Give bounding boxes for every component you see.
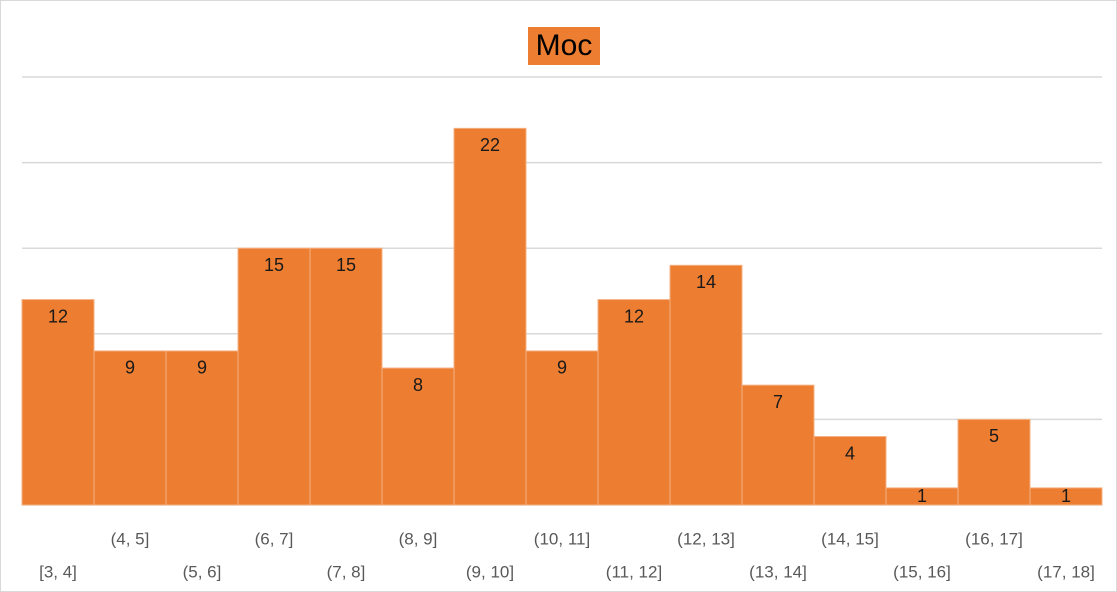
- x-tick-label: (4, 5]: [111, 529, 150, 548]
- data-label: 1: [917, 486, 927, 506]
- bar: [1029, 487, 1103, 506]
- x-tick-label: (11, 12]: [606, 562, 662, 581]
- bar: [453, 127, 527, 506]
- data-label: 9: [197, 358, 207, 378]
- x-tick-label: [3, 4]: [39, 562, 77, 581]
- data-label: 12: [48, 306, 68, 326]
- data-label: 7: [773, 392, 783, 412]
- bar: [813, 436, 887, 506]
- x-tick-label: (17, 18]: [1037, 562, 1095, 581]
- bar: [237, 247, 311, 506]
- x-tick-label: (12, 13]: [677, 529, 735, 548]
- data-label: 4: [845, 443, 855, 463]
- x-tick-label: (9, 10]: [466, 562, 514, 581]
- chart-title: Moc: [536, 29, 593, 62]
- data-label: 12: [624, 306, 644, 326]
- bar: [309, 247, 383, 506]
- bar: [957, 418, 1031, 506]
- x-tick-label: (5, 6]: [183, 562, 222, 581]
- x-tick-label: (13, 14]: [749, 562, 807, 581]
- bar: [597, 299, 671, 506]
- data-label: 22: [480, 135, 500, 155]
- data-label: 15: [264, 255, 284, 275]
- data-label: 9: [557, 358, 567, 378]
- x-tick-label: (8, 9]: [399, 529, 438, 548]
- bar: [741, 384, 815, 506]
- title-background: [528, 27, 600, 65]
- data-label: 15: [336, 255, 356, 275]
- x-tick-label: (6, 7]: [255, 529, 294, 548]
- x-tick-label: (16, 17]: [965, 529, 1023, 548]
- data-label: 5: [989, 426, 999, 446]
- bar: [381, 367, 455, 506]
- data-label: 1: [1061, 486, 1071, 506]
- bar: [669, 264, 743, 506]
- x-tick-label: (10, 11]: [534, 529, 590, 548]
- data-label: 8: [413, 375, 423, 395]
- bar: [93, 350, 167, 506]
- x-tick-label: (7, 8]: [327, 562, 366, 581]
- x-tick-label: (15, 16]: [893, 562, 951, 581]
- data-label: 14: [696, 272, 716, 292]
- bar: [525, 350, 599, 506]
- bar: [21, 299, 95, 506]
- x-tick-label: (14, 15]: [821, 529, 879, 548]
- data-label: 9: [125, 358, 135, 378]
- bar: [165, 350, 239, 506]
